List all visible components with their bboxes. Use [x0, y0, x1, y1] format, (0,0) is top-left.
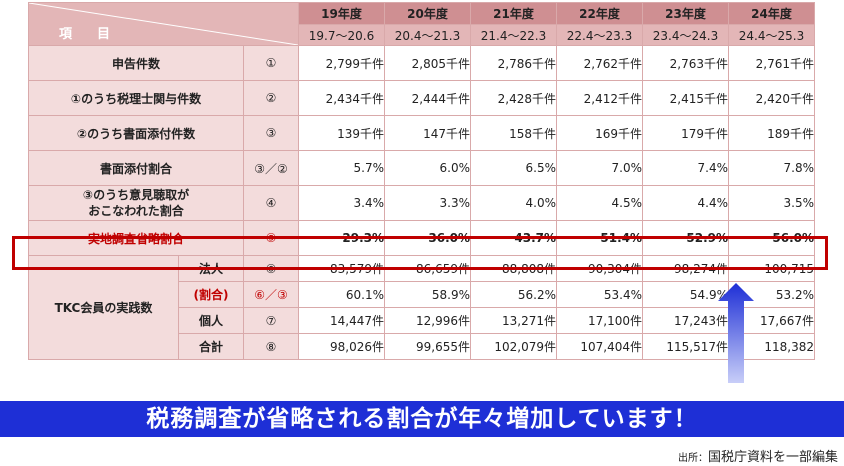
year-header: 21年度: [470, 2, 558, 25]
table-cell: 7.8%: [728, 150, 816, 186]
table-cell: 17,243件: [642, 307, 730, 334]
row-number: ④: [242, 185, 300, 221]
header-corner: 項 目: [27, 2, 300, 46]
period-header: 19.7～20.6: [298, 24, 386, 46]
row-label: ③のうち意見聴取が おこなわれた割合: [28, 185, 244, 221]
table-cell: 7.4%: [642, 150, 730, 186]
table-cell: 53.4%: [556, 281, 644, 308]
tkc-label: TKC会員の実践数: [28, 255, 179, 360]
table-cell: 98,026件: [298, 333, 386, 360]
table-cell: 5.7%: [298, 150, 386, 186]
table-row: 合計 ⑧ 98,026件 99,655件 102,079件 107,404件 1…: [29, 333, 816, 360]
table-cell: 17,100件: [556, 307, 644, 334]
source-note: 出所：国税庁資料を一部編集: [678, 446, 838, 465]
statistics-table: 項 目 19年度 20年度 21年度 22年度 23年度 24年度 19.7～2…: [27, 2, 816, 360]
period-header: 23.4～24.3: [642, 24, 730, 46]
row-label: 書面添付割合: [28, 150, 244, 186]
source-text: 国税庁資料を一部編集: [707, 450, 838, 465]
year-header: 19年度: [298, 2, 386, 25]
year-header: 20年度: [384, 2, 472, 25]
table-cell: 3.5%: [728, 185, 816, 221]
table-cell: 147千件: [384, 115, 472, 151]
highlight-frame: [12, 236, 828, 270]
table-cell: 54.9%: [642, 281, 730, 308]
table-row: 申告件数 ① 2,799千件 2,805千件 2,786千件 2,762千件 2…: [28, 45, 816, 81]
table-cell: 3.3%: [384, 185, 472, 221]
table-cell: 189千件: [728, 115, 816, 151]
table-cell: 3.4%: [298, 185, 386, 221]
up-arrow-icon: [718, 283, 754, 383]
table-cell: 102,079件: [470, 333, 558, 360]
table-cell: 2,761千件: [728, 45, 816, 81]
table-cell: 2,415千件: [642, 80, 730, 116]
table-cell: 2,420千件: [728, 80, 816, 116]
table-cell: 7.0%: [556, 150, 644, 186]
table-cell: 4.5%: [556, 185, 644, 221]
table-cell: 6.5%: [470, 150, 558, 186]
year-header: 22年度: [556, 2, 644, 25]
banner-message: 税務調査が省略される割合が年々増加しています！: [0, 401, 844, 437]
row-number: ⑦: [242, 307, 300, 334]
table-row: ②のうち書面添付件数 ③ 139千件 147千件 158千件 169千件 179…: [28, 115, 816, 151]
table-cell: 107,404件: [556, 333, 644, 360]
table-cell: 6.0%: [384, 150, 472, 186]
row-sublabel: 個人: [178, 307, 244, 334]
table-cell: 179千件: [642, 115, 730, 151]
table-row: 書面添付割合 ③／② 5.7% 6.0% 6.5% 7.0% 7.4% 7.8%: [28, 150, 816, 186]
table-cell: 60.1%: [298, 281, 386, 308]
table-cell: 14,447件: [298, 307, 386, 334]
table-cell: 158千件: [470, 115, 558, 151]
table-cell: 2,434千件: [298, 80, 386, 116]
row-number: ③: [242, 115, 300, 151]
table-cell: 139千件: [298, 115, 386, 151]
row-number: ①: [242, 45, 300, 81]
table-cell: 13,271件: [470, 307, 558, 334]
year-header: 24年度: [728, 2, 816, 25]
period-header: 22.4～23.3: [556, 24, 644, 46]
diagonal-line: [29, 3, 299, 45]
table-cell: 2,763千件: [642, 45, 730, 81]
table-cell: 169千件: [556, 115, 644, 151]
table-cell: 99,655件: [384, 333, 472, 360]
row-number: ②: [242, 80, 300, 116]
table-cell: 4.0%: [470, 185, 558, 221]
row-number: ⑥／③: [242, 281, 300, 308]
table-cell: 58.9%: [384, 281, 472, 308]
table-cell: 12,996件: [384, 307, 472, 334]
table-row: ③のうち意見聴取が おこなわれた割合 ④ 3.4% 3.3% 4.0% 4.5%…: [28, 185, 816, 221]
table-cell: 2,444千件: [384, 80, 472, 116]
table-cell: 2,786千件: [470, 45, 558, 81]
table-cell: 4.4%: [642, 185, 730, 221]
table-cell: 2,799千件: [298, 45, 386, 81]
source-prefix: 出所：: [677, 453, 708, 464]
table-cell: 2,805千件: [384, 45, 472, 81]
table-cell: 2,428千件: [470, 80, 558, 116]
row-label: ②のうち書面添付件数: [28, 115, 244, 151]
row-sublabel: (割合): [178, 281, 244, 308]
item-header: 項 目: [59, 27, 117, 42]
table-cell: 2,412千件: [556, 80, 644, 116]
table-row: ①のうち税理士関与件数 ② 2,434千件 2,444千件 2,428千件 2,…: [28, 80, 816, 116]
table-cell: 56.2%: [470, 281, 558, 308]
period-header: 21.4～22.3: [470, 24, 558, 46]
row-number: ③／②: [242, 150, 300, 186]
table-cell: 115,517件: [642, 333, 730, 360]
row-sublabel: 合計: [178, 333, 244, 360]
row-label: 申告件数: [28, 45, 244, 81]
year-header: 23年度: [642, 2, 730, 25]
row-number: ⑧: [242, 333, 300, 360]
period-header: 20.4～21.3: [384, 24, 472, 46]
row-label: ①のうち税理士関与件数: [28, 80, 244, 116]
table-cell: 2,762千件: [556, 45, 644, 81]
period-header: 24.4～25.3: [728, 24, 816, 46]
